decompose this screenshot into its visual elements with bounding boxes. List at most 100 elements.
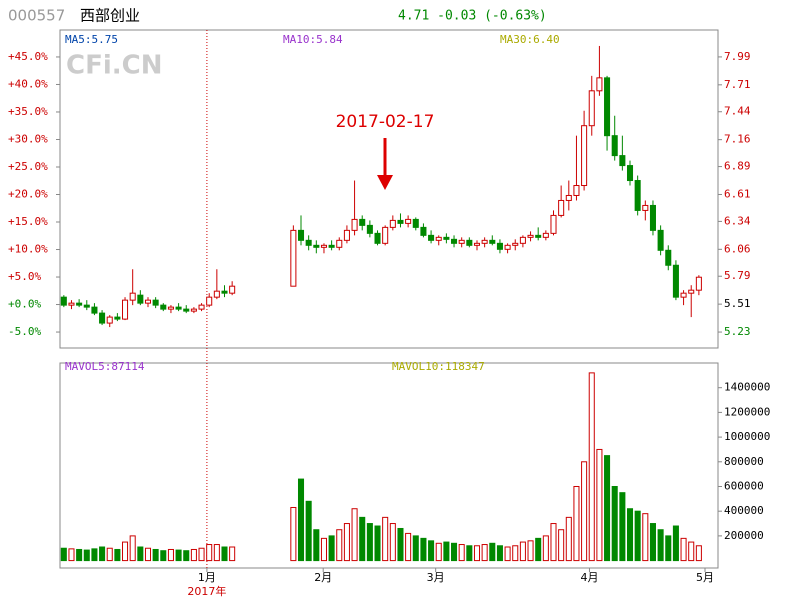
price-panel xyxy=(59,29,719,349)
candle-body xyxy=(558,199,565,216)
candle-body xyxy=(76,302,83,306)
volume-bar xyxy=(473,545,481,562)
y-tick-label: 7.71 xyxy=(724,78,751,91)
volume-bar xyxy=(175,549,182,562)
volume-bar xyxy=(343,523,350,562)
volume-bar xyxy=(68,548,75,562)
candle-body xyxy=(642,204,649,211)
y2-tick-label: +15.0% xyxy=(8,215,48,228)
volume-bar xyxy=(435,542,442,562)
volume-bar xyxy=(152,548,159,562)
volume-bar xyxy=(229,546,236,562)
candle-body xyxy=(489,239,496,244)
y-tick-label: 7.99 xyxy=(724,50,751,63)
y-tick-label: 7.16 xyxy=(724,133,751,146)
y-tick-label: 6.89 xyxy=(724,160,751,173)
candle-body xyxy=(290,229,297,287)
candle-body xyxy=(695,276,702,291)
volume-bar xyxy=(137,546,144,562)
y2-tick-label: +10.0% xyxy=(8,243,48,256)
candle-body xyxy=(106,316,113,324)
volume-bar xyxy=(512,545,519,562)
volume-bar xyxy=(634,510,641,562)
y2-tick-label: +25.0% xyxy=(8,160,48,173)
vol-tick-label: 400000 xyxy=(724,504,764,517)
candle-body xyxy=(405,218,412,224)
candle-body xyxy=(374,232,381,244)
candle-body xyxy=(688,289,695,294)
candle-body xyxy=(496,242,503,250)
candle-body xyxy=(581,125,588,187)
candle-body xyxy=(512,242,519,246)
volume-bar xyxy=(688,541,695,562)
volume-bar xyxy=(382,516,389,562)
y-tick-label: 6.34 xyxy=(724,214,751,227)
stock-name: 西部创业 xyxy=(80,7,140,25)
volume-bar xyxy=(680,537,687,562)
candle-body xyxy=(565,194,572,201)
volume-bar xyxy=(519,541,526,562)
y2-tick-label: +5.0% xyxy=(8,270,41,283)
candle-body xyxy=(152,299,159,306)
y-tick-label: 5.51 xyxy=(724,297,751,310)
volume-bar xyxy=(481,544,488,562)
candle-body xyxy=(221,290,228,294)
candle-body xyxy=(122,299,129,320)
stock-code: 000557 xyxy=(8,7,65,25)
candle-body xyxy=(573,185,580,196)
vol-tick-label: 600000 xyxy=(724,479,764,492)
volume-bar xyxy=(428,540,435,562)
watermark: CFi.CN xyxy=(66,51,162,81)
volume-bar xyxy=(412,535,419,562)
volume-bar xyxy=(581,461,588,562)
volume-bar xyxy=(420,537,427,562)
candle-body xyxy=(458,239,465,244)
volume-bar xyxy=(405,532,412,562)
candle-body xyxy=(504,244,511,250)
candle-body xyxy=(428,234,435,241)
volume-bar xyxy=(588,372,595,562)
volume-bar xyxy=(183,550,190,562)
volume-bar xyxy=(672,525,679,562)
candle-body xyxy=(611,135,618,157)
ma30-label: MA30:6.40 xyxy=(500,33,560,46)
mavol5-label: MAVOL5:87114 xyxy=(65,360,145,373)
vol-tick-label: 800000 xyxy=(724,455,764,468)
candle-body xyxy=(366,224,373,234)
candle-body xyxy=(68,302,75,306)
volume-bar xyxy=(297,478,305,562)
volume-bar xyxy=(290,506,297,562)
candle-body xyxy=(91,306,98,314)
volume-bar xyxy=(198,547,205,562)
candle-body xyxy=(649,204,656,231)
volume-bar xyxy=(114,548,121,562)
volume-bar xyxy=(642,513,649,562)
volume-bar xyxy=(550,523,557,562)
vol-tick-label: 200000 xyxy=(724,529,764,542)
volume-bar xyxy=(106,547,113,562)
volume-bar xyxy=(313,529,320,562)
candle-body xyxy=(657,229,664,251)
candle-body xyxy=(305,239,312,246)
candle-body xyxy=(535,234,542,238)
volume-bar xyxy=(144,547,152,562)
candle-body xyxy=(336,239,343,248)
candle-body xyxy=(83,304,90,308)
volume-bar xyxy=(611,485,618,562)
volume-bar xyxy=(91,548,98,562)
volume-bar xyxy=(527,540,534,562)
volume-bar xyxy=(489,542,496,562)
candle-body xyxy=(588,90,595,127)
y-tick-label: 7.44 xyxy=(724,105,751,118)
year-label: 2017年 xyxy=(187,584,226,598)
candle-body xyxy=(634,180,641,211)
y2-tick-label: +30.0% xyxy=(8,132,48,145)
volume-bar xyxy=(221,546,228,562)
volume-bar xyxy=(558,529,565,562)
candle-body xyxy=(206,296,213,306)
candle-body xyxy=(382,226,389,244)
volume-bar xyxy=(695,545,702,562)
volume-bar xyxy=(657,529,664,562)
volume-bar xyxy=(206,544,213,562)
